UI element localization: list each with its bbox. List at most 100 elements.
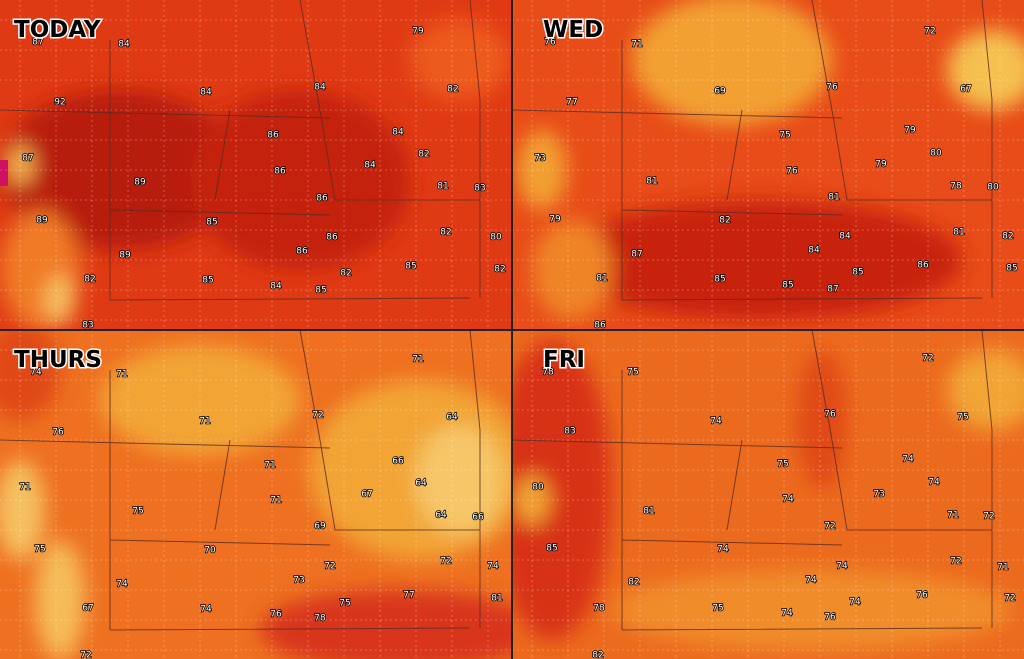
temperature-label: 86 — [326, 233, 338, 243]
temperature-label: 67 — [361, 490, 372, 500]
temperature-label: 85 — [206, 218, 217, 228]
grid — [0, 0, 512, 330]
temperature-label: 84 — [364, 161, 376, 171]
temperature-label: 78 — [950, 182, 962, 192]
temperature-label: 77 — [566, 98, 577, 108]
temperature-label: 64 — [415, 479, 427, 489]
temperature-label: 79 — [549, 215, 561, 225]
temperature-label: 74 — [805, 576, 817, 586]
temperature-label: 82 — [340, 269, 351, 279]
temperature-label: 76 — [824, 613, 836, 623]
temperature-label: 76 — [824, 410, 836, 420]
temperature-label: 73 — [293, 576, 304, 586]
temperature-label: 72 — [312, 411, 323, 421]
temperature-label: 67 — [82, 604, 93, 614]
temperature-label: 75 — [779, 131, 790, 141]
temperature-label: 76 — [544, 38, 556, 48]
panel-overlay: 87 84 79 92 84 84 82 86 84 82 87 89 86 84 81 83 86 89 85 82… — [0, 0, 512, 331]
temperature-label: 72 — [440, 557, 451, 567]
temperature-label: 72 — [924, 27, 935, 37]
temperature-label: 86 — [296, 247, 308, 257]
temperature-label: 69 — [714, 87, 726, 97]
temperature-label: 84 — [392, 128, 404, 138]
temperature-label: 69 — [314, 522, 326, 532]
temperature-label: 72 — [983, 512, 994, 522]
temperature-label: 81 — [828, 193, 839, 203]
temperature-label: 73 — [534, 154, 545, 164]
temperature-label: 76 — [826, 83, 838, 93]
temperature-label: 78 — [314, 614, 326, 624]
temperature-label: 87 — [827, 285, 838, 295]
temperature-label: 76 — [52, 428, 64, 438]
temperature-label: 79 — [412, 27, 424, 37]
temperature-label: 89 — [119, 251, 131, 261]
temperature-label: 87 — [32, 38, 43, 48]
panel-title: WED — [543, 17, 603, 43]
temperature-label: 92 — [54, 98, 65, 108]
temperature-label: 82 — [418, 150, 429, 160]
panel-title: FRI — [543, 347, 585, 373]
temperature-label: 75 — [627, 368, 638, 378]
temperature-label: 82 — [494, 265, 505, 275]
grid — [512, 0, 1024, 330]
temperature-label: 81 — [491, 594, 502, 604]
panel-today — [0, 0, 511, 329]
temperature-label: 85 — [852, 268, 863, 278]
temperature-label: 71 — [270, 496, 281, 506]
temperature-label: 75 — [339, 599, 350, 609]
temperature-label: 74 — [836, 562, 848, 572]
temperature-label: 64 — [435, 511, 447, 521]
temperature-label: 74 — [710, 417, 722, 427]
temperature-label: 87 — [22, 154, 33, 164]
grid — [0, 330, 512, 659]
temperature-label: 89 — [36, 216, 48, 226]
temperature-label: 79 — [875, 160, 887, 170]
temperature-label: 74 — [30, 368, 42, 378]
state-border — [511, 329, 993, 631]
temperature-label: 71 — [19, 483, 30, 493]
temperature-label: 71 — [412, 355, 423, 365]
panel-fri — [512, 330, 1024, 659]
temperature-label: 78 — [593, 604, 605, 614]
state-border — [0, 329, 481, 631]
temperature-label: 83 — [564, 427, 575, 437]
temperature-label: 82 — [447, 85, 458, 95]
temperature-label: 75 — [34, 545, 45, 555]
temperature-label: 74 — [200, 605, 212, 615]
temperature-label: 85 — [202, 276, 213, 286]
temperature-label: 80 — [532, 483, 544, 493]
temperature-label: 71 — [116, 370, 127, 380]
temperature-label: 76 — [916, 591, 928, 601]
temperature-label: 80 — [987, 183, 999, 193]
temperature-label: 85 — [315, 286, 326, 296]
panel-thurs — [0, 330, 511, 659]
temperature-label: 74 — [116, 580, 128, 590]
temperature-label: 71 — [947, 511, 958, 521]
temperature-label: 74 — [487, 562, 499, 572]
temperature-label: 86 — [274, 167, 286, 177]
temperature-label: 84 — [839, 232, 851, 242]
temperature-label: 84 — [314, 83, 326, 93]
temperature-label: 86 — [594, 321, 606, 331]
temperature-label: 85 — [405, 262, 416, 272]
temperature-label: 66 — [472, 513, 484, 523]
temperature-label: 81 — [643, 507, 654, 517]
temperature-label: 71 — [997, 563, 1008, 573]
temperature-label: 72 — [1004, 594, 1015, 604]
temperature-label: 82 — [628, 578, 639, 588]
grid — [512, 330, 1024, 659]
temperature-label: 71 — [199, 417, 210, 427]
temperature-label: 73 — [873, 490, 884, 500]
temperature-label: 78 — [542, 368, 554, 378]
temperature-label: 74 — [849, 598, 861, 608]
temperature-label: 72 — [80, 651, 91, 659]
temperature-label: 84 — [270, 282, 282, 292]
temperature-label: 82 — [84, 275, 95, 285]
panel-wed — [512, 0, 1024, 329]
temperature-label: 85 — [714, 275, 725, 285]
temperature-label: 87 — [631, 250, 642, 260]
panel-title: TODAY — [14, 17, 101, 43]
temperature-label: 74 — [782, 495, 794, 505]
